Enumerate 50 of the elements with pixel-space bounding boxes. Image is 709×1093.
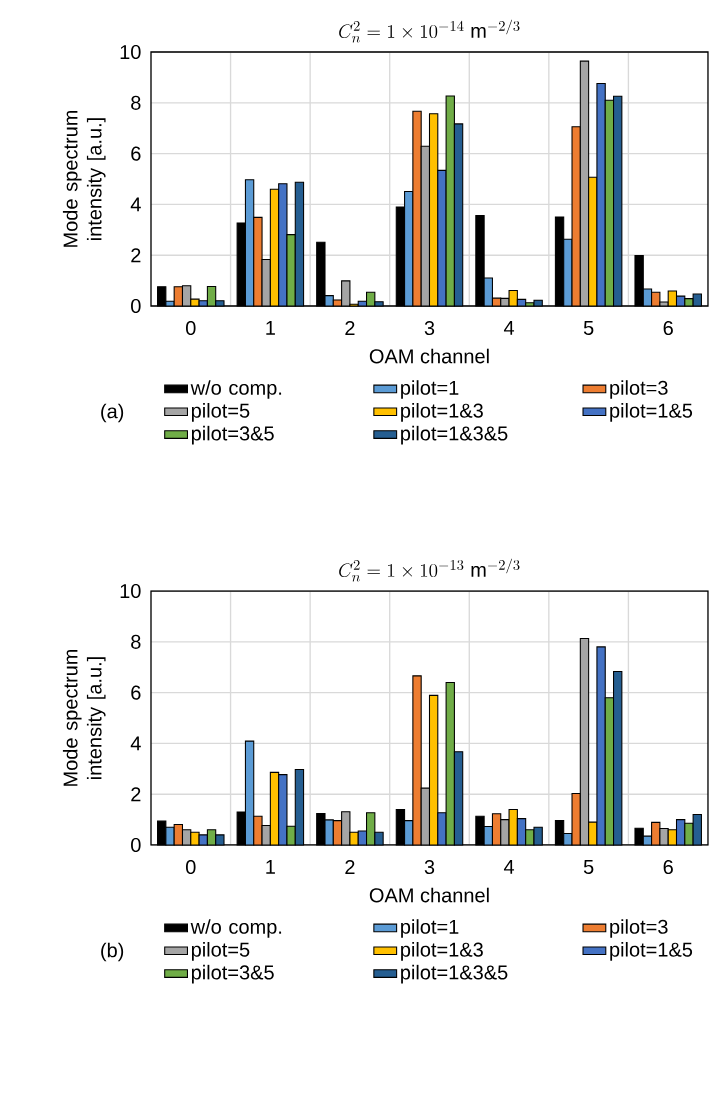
legend-label: pilot=1&3&5 [401,425,508,445]
y-tick-label: 10 [120,583,141,599]
x-axis-title: OAM channel [369,348,489,364]
x-tick-label: 3 [424,320,435,336]
x-tick-label: 5 [583,320,594,335]
x-tick-label: 0 [186,320,196,336]
x-tick-label: 6 [663,320,673,336]
y-tick-label: 2 [131,787,141,802]
y-tick-label: 0 [131,837,141,853]
legend-label: pilot=1&5 [610,942,693,961]
y-tick-label: 8 [131,634,141,649]
y-tick-label: 0 [131,298,141,314]
chart-title: $C_n^2 = 1\times 10^{-14}\ \mathrm{m}^{-2/3}$ [339,19,520,43]
legend-label: pilot=1 [401,380,459,399]
y-tick-label: 2 [131,248,141,263]
legend-label: w/o comp. [190,380,282,399]
x-tick-label: 2 [345,859,355,874]
y-tick-label: 4 [130,197,141,212]
x-tick-label: 2 [345,320,355,335]
legend-label: pilot=5 [191,942,250,961]
x-axis-title: OAM channel [369,887,489,903]
y-tick-label: 8 [131,95,141,110]
y-axis-title: Mode spectrum intensity [a.u.] [62,110,106,247]
legend-label: pilot=3&5 [191,425,274,445]
legend-label: pilot=1 [401,919,459,938]
x-tick-label: 3 [424,859,435,875]
x-tick-label: 1 [266,859,275,874]
legend-label: pilot=5 [191,403,250,422]
legend-label: pilot=1&3 [401,403,483,422]
legend-label: pilot=3 [610,380,668,399]
text: (a) [101,403,124,423]
x-tick-label: 6 [663,859,673,875]
chart-title: $C_n^2 = 1\times 10^{-13}\ \mathrm{m}^{-2/3}$ [339,558,520,582]
legend-label: pilot=3 [610,919,668,938]
x-tick-label: 0 [186,859,196,875]
y-tick-label: 6 [131,146,141,161]
y-axis-title: Mode spectrum intensity [a.u.] [62,649,106,786]
legend-label: pilot=1&5 [610,403,693,422]
legend-label: pilot=3&5 [191,964,274,984]
x-tick-label: 4 [503,859,515,874]
legend-label: pilot=1&3&5 [401,964,508,984]
y-tick-label: 10 [120,44,141,60]
text: (b) [101,942,124,962]
x-tick-label: 4 [503,320,515,335]
legend-label: w/o comp. [190,919,282,938]
y-tick-label: 4 [130,736,141,751]
y-tick-label: 6 [131,685,141,700]
x-tick-label: 5 [583,859,594,874]
x-tick-label: 1 [266,320,275,335]
legend-label: pilot=1&3 [401,942,483,961]
